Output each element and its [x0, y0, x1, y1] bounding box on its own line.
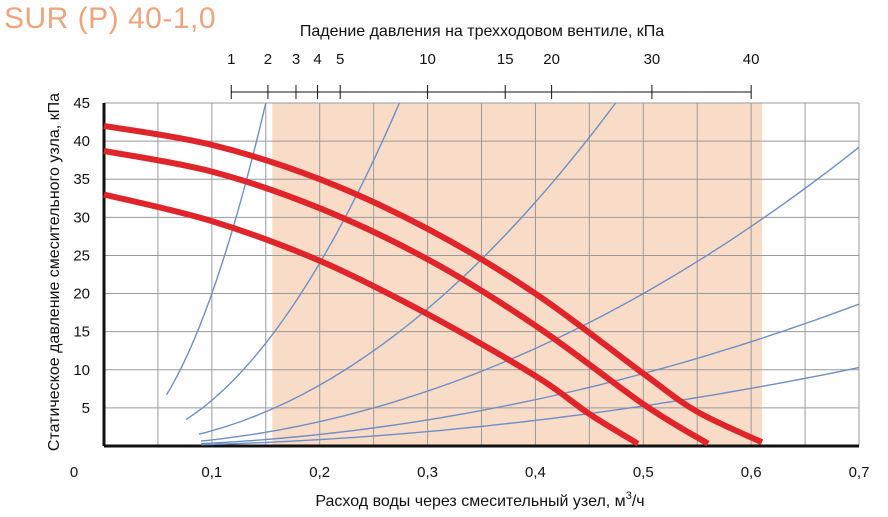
x-tick-label: 0,4: [525, 464, 546, 481]
top-axis-tick-label: 4: [313, 51, 321, 68]
pump-curve: [103, 122, 764, 445]
axes: [102, 102, 860, 448]
top-axis-title: Падение давления на трехходовом вентиле,…: [300, 23, 664, 40]
system-curve: [198, 102, 617, 435]
y-tick-label: 20: [73, 286, 90, 303]
x-axis-title-tail: /ч: [632, 493, 645, 510]
grid: [104, 103, 859, 446]
system-curve: [201, 366, 860, 446]
system-curves: [165, 102, 860, 446]
y-tick-label: 30: [73, 209, 90, 226]
top-axis-tick-label: 15: [497, 51, 514, 68]
top-axis-tick-label: 1: [227, 51, 235, 68]
x-tick-label: 0,2: [309, 464, 330, 481]
x-tick-label: 0,5: [633, 464, 654, 481]
top-axis-tick-label: 5: [336, 51, 344, 68]
top-axis-tick-label: 40: [743, 51, 760, 68]
y-tick-label: 25: [73, 247, 90, 264]
chart-title: SUR (P) 40-1,0: [4, 2, 217, 35]
system-curve: [201, 146, 860, 442]
x-tick-labels: 0 0,1 0,2 0,3 0,4 0,5 0,6 0,7: [70, 464, 870, 481]
x-tick-label: 0,6: [741, 464, 762, 481]
pump-curve: [103, 148, 710, 447]
x-axis-title: Расход воды через смесительный узел, м3/…: [315, 490, 644, 510]
x-tick-label: 0,1: [201, 464, 222, 481]
top-axis-tick-label: 10: [419, 51, 436, 68]
top-axis-tick-label: 30: [644, 51, 661, 68]
system-curve: [201, 303, 860, 445]
y-axis-title: Статическое давление смесительного узла,…: [46, 93, 63, 451]
x-axis-title-sup: 3: [626, 490, 632, 502]
system-curve: [185, 102, 401, 421]
x-tick-label: 0,7: [849, 464, 870, 481]
top-axis: 1 2 3 4 5 10 15 20 30 40: [227, 51, 759, 99]
x-tick-label: 0: [70, 464, 78, 481]
y-tick-label: 45: [73, 95, 90, 112]
top-axis-tick-label: 2: [264, 51, 272, 68]
y-tick-label: 10: [73, 362, 90, 379]
y-tick-label: 40: [73, 133, 90, 150]
y-tick-label: 15: [73, 324, 90, 341]
pump-curve: [103, 191, 640, 447]
pump-curves: [103, 122, 764, 447]
y-tick-labels: 5 10 15 20 25 30 35 40 45: [73, 95, 90, 417]
y-tick-label: 35: [73, 171, 90, 188]
system-curve: [165, 102, 267, 396]
y-tick-label: 5: [82, 400, 90, 417]
x-axis-title-main: Расход воды через смесительный узел, м: [315, 493, 625, 510]
x-tick-label: 0,3: [417, 464, 438, 481]
top-axis-tick-label: 3: [292, 51, 300, 68]
top-axis-tick-label: 20: [543, 51, 560, 68]
